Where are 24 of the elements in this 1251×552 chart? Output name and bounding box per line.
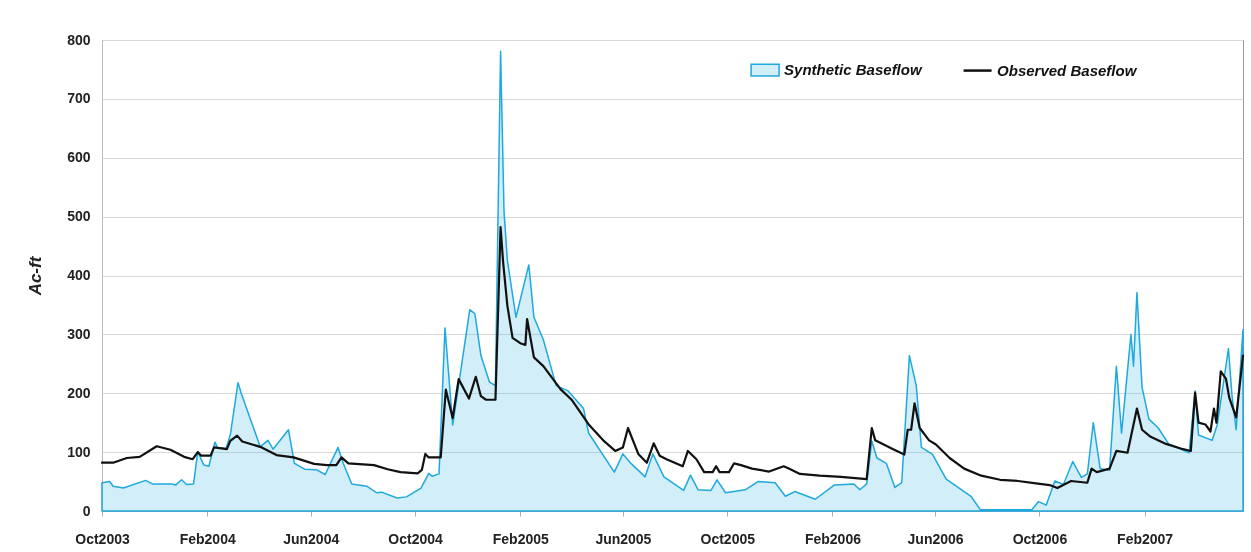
y-axis-title: Ac-ft: [26, 255, 46, 297]
y-tick-label: 500: [67, 208, 91, 225]
x-tick-label: Oct2005: [700, 530, 756, 547]
x-tick-label: Feb2004: [179, 530, 236, 547]
y-tick-label: 800: [67, 31, 91, 48]
x-tick-label: Feb2005: [492, 530, 549, 547]
y-tick-label: 0: [82, 502, 91, 519]
y-tick-label: 600: [67, 149, 91, 166]
legend-label: Observed Baseflow: [997, 61, 1138, 79]
x-tick-label: Feb2007: [1117, 530, 1174, 547]
line-series: [100, 226, 1245, 490]
x-tick-label: Jun2004: [283, 530, 340, 547]
x-tick-label: Jun2006: [907, 530, 964, 547]
x-tick-label: Oct2006: [1012, 530, 1068, 547]
x-tick-label: Feb2006: [804, 530, 862, 547]
x-tick-label: Oct2004: [388, 530, 443, 547]
x-tick-label: Oct2003: [75, 530, 130, 547]
y-tick-label: 700: [67, 90, 91, 107]
y-tick-label: 300: [67, 325, 91, 342]
y-tick-label: 100: [67, 443, 91, 460]
y-tick-label: 400: [67, 267, 91, 283]
legend-label: Synthetic Baseflow: [784, 61, 923, 79]
x-tick-label: Jun2005: [595, 530, 652, 547]
y-tick-label: 200: [67, 384, 91, 401]
